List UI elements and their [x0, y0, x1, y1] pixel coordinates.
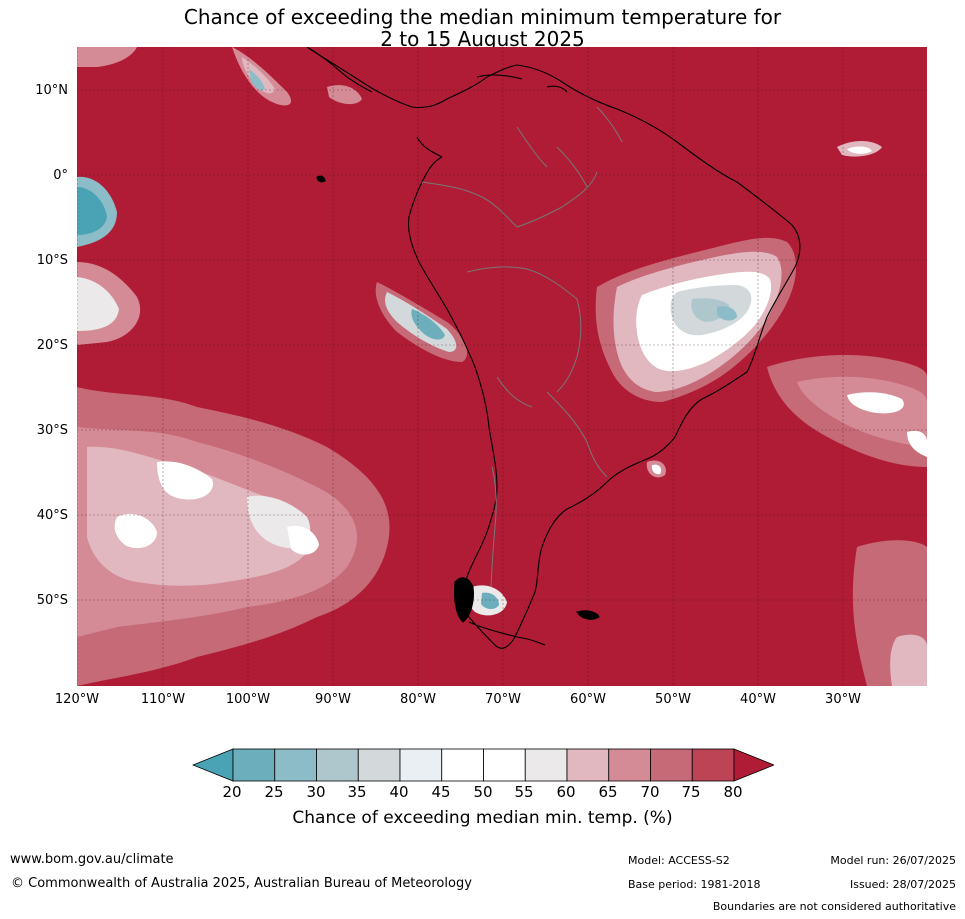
boundary-disclaimer: Boundaries are not considered authoritat… [712, 900, 956, 913]
lon-label-40w: 40°W [740, 692, 776, 707]
lat-label-50s: 50°S [36, 593, 68, 608]
forecast-map [77, 47, 927, 686]
model-run-info: Model run: 26/07/2025 [830, 854, 956, 867]
colorbar-tick: 45 [431, 783, 451, 801]
colorbar-label: Chance of exceeding median min. temp. (%… [292, 808, 673, 828]
model-info: Model: ACCESS-S2 [628, 854, 730, 867]
base-period-info: Base period: 1981-2018 [628, 878, 761, 891]
colorbar-legend [192, 748, 774, 782]
colorbar-segment [399, 748, 443, 782]
colorbar-segment [566, 748, 610, 782]
country-borders [421, 106, 623, 588]
map-title-line2: 2 to 15 August 2025 [380, 27, 585, 51]
colorbar-segment [274, 748, 317, 782]
lon-label-60w: 60°W [570, 692, 606, 707]
colorbar-segment [232, 748, 276, 782]
colorbar-tick: 55 [514, 783, 534, 801]
colorbar-segment [441, 748, 484, 782]
colorbar-segment [357, 748, 401, 782]
colorbar-segments [192, 748, 774, 782]
colorbar-tick: 65 [598, 783, 618, 801]
lat-label-30s: 30°S [36, 423, 68, 438]
lon-label-110w: 110°W [140, 692, 186, 707]
graticule [77, 47, 927, 686]
map-title-line1: Chance of exceeding the median minimum t… [183, 5, 782, 29]
colorbar-tick: 25 [264, 783, 284, 801]
lon-label-90w: 90°W [315, 692, 351, 707]
lon-label-70w: 70°W [485, 692, 521, 707]
colorbar-tick: 80 [723, 783, 743, 801]
website-link[interactable]: www.bom.gov.au/climate [10, 852, 174, 867]
coastlines [306, 47, 801, 649]
colorbar-tick: 50 [473, 783, 493, 801]
colorbar-segment [608, 748, 651, 782]
lon-label-80w: 80°W [400, 692, 436, 707]
lat-label-10s: 10°S [36, 253, 68, 268]
colorbar-extend-low [192, 748, 234, 782]
colorbar-segment [524, 748, 568, 782]
lon-label-50w: 50°W [655, 692, 691, 707]
lat-label-40s: 40°S [36, 508, 68, 523]
copyright-notice: © Commonwealth of Australia 2025, Austra… [11, 876, 472, 891]
probability-patches [77, 47, 927, 686]
lat-label-0: 0° [53, 168, 68, 183]
colorbar-segment [316, 748, 359, 782]
issued-info: Issued: 28/07/2025 [849, 878, 956, 891]
lon-label-30w: 30°W [825, 692, 861, 707]
colorbar-segment [650, 748, 693, 782]
colorbar-tick: 70 [640, 783, 660, 801]
colorbar-tick: 60 [556, 783, 576, 801]
lon-label-120w: 120°W [54, 692, 100, 707]
lat-label-20s: 20°S [36, 338, 68, 353]
colorbar-tick: 75 [681, 783, 701, 801]
colorbar-segment [691, 748, 735, 782]
lat-label-10n: 10°N [35, 83, 68, 98]
colorbar-segment [483, 748, 526, 782]
colorbar-tick: 40 [389, 783, 409, 801]
colorbar-tick: 20 [222, 783, 242, 801]
colorbar-tick: 30 [306, 783, 326, 801]
colorbar-extend-high [733, 748, 774, 782]
colorbar-tick: 35 [347, 783, 367, 801]
lon-label-100w: 100°W [225, 692, 271, 707]
